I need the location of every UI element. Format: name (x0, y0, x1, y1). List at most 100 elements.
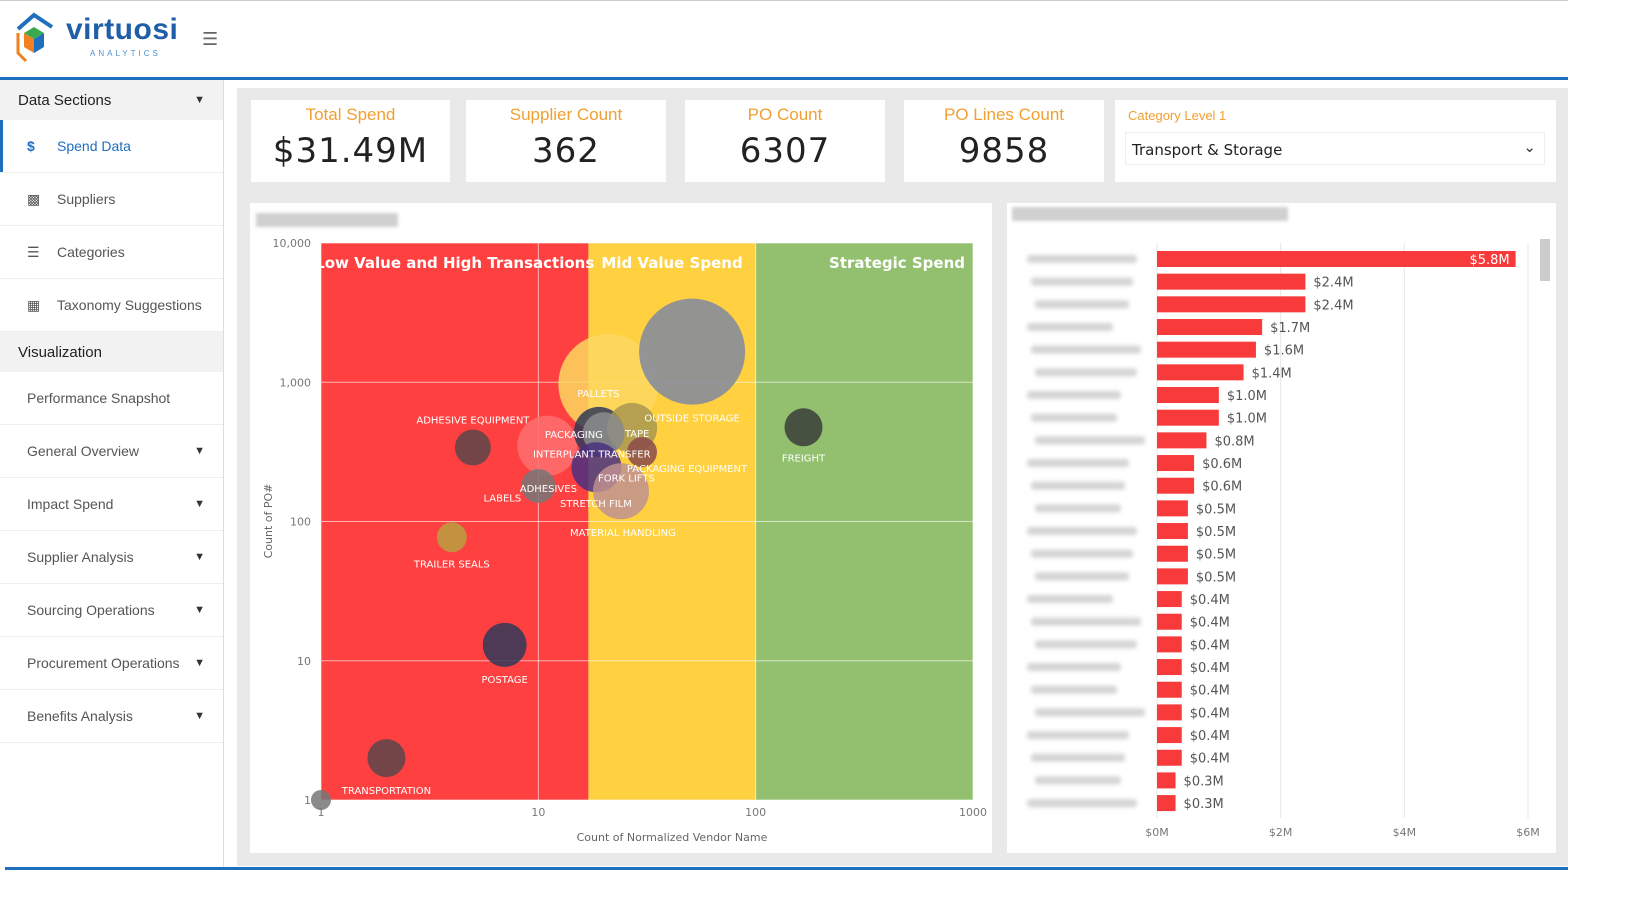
zone-label: Mid Value Spend (601, 254, 742, 272)
kpi-value: $31.49M (272, 131, 429, 171)
bubble-label: PALLETS (577, 389, 619, 400)
bubble-label: FORK LIFTS (598, 473, 655, 484)
sidebar-item-supplier-analysis[interactable]: Supplier Analysis ▼ (0, 531, 223, 584)
bar (1157, 727, 1182, 744)
bubble (517, 415, 578, 476)
category-level-1-filter: Category Level 1 Transport & Storage ⌄ (1115, 100, 1556, 182)
bar-data-label: $0.4M (1190, 661, 1230, 676)
bubble (436, 522, 467, 553)
clipboard-icon: ▦ (27, 296, 41, 313)
redacted-supplier-name (1031, 277, 1133, 286)
sidebar-item-benefits-analysis[interactable]: Benefits Analysis ▼ (0, 690, 223, 743)
bar (1157, 568, 1188, 585)
bar-data-label: $0.6M (1202, 457, 1242, 472)
bubble (592, 463, 649, 520)
redacted-supplier-name (1035, 708, 1145, 717)
bar (1157, 659, 1182, 676)
caret-down-icon: ▼ (194, 94, 205, 106)
org-chart-icon: ▩ (27, 190, 41, 207)
selected-value: Transport & Storage (1132, 141, 1283, 159)
scrollbar-thumb[interactable] (1540, 239, 1550, 281)
x-tick-label: 1 (318, 806, 325, 819)
bar-data-label: $0.8M (1214, 434, 1254, 449)
y-axis-title: Count of PO# (262, 484, 275, 559)
bubble-label: POSTAGE (482, 675, 528, 686)
redacted-supplier-name (1027, 391, 1121, 400)
bar-data-label: $0.4M (1190, 638, 1230, 653)
redacted-supplier-name (1031, 753, 1125, 762)
bar-data-label: $1.0M (1227, 412, 1267, 427)
sidebar-item-label: Performance Snapshot (27, 390, 171, 406)
bar (1157, 795, 1176, 812)
sidebar-item-label: Sourcing Operations (27, 602, 155, 618)
redacted-supplier-name (1031, 685, 1117, 694)
bar (1157, 319, 1263, 336)
bubble-label: MATERIAL HANDLING (570, 528, 676, 539)
bubble (627, 437, 658, 468)
sidebar-item-suppliers[interactable]: ▩ Suppliers (0, 173, 223, 226)
chevron-down-icon: ⌄ (1523, 138, 1536, 156)
sidebar-item-categories[interactable]: ☰ Categories (0, 226, 223, 279)
x-tick-label: $2M (1269, 826, 1293, 839)
x-axis-title: Count of Normalized Vendor Name (577, 831, 768, 844)
sidebar-item-label: Spend Data (57, 138, 131, 154)
kpi-value: 9858 (958, 131, 1050, 171)
redacted-supplier-name (1031, 413, 1117, 422)
sidebar-item-taxonomy-suggestions[interactable]: ▦ Taxonomy Suggestions (0, 279, 223, 332)
bar (1157, 296, 1306, 313)
redacted-supplier-name (1035, 368, 1137, 377)
kpi-title: PO Lines Count (943, 105, 1064, 124)
bubble-label: STRETCH FILM (560, 499, 632, 510)
hamburger-icon[interactable]: ☰ (202, 29, 219, 50)
sidebar-item-label: Taxonomy Suggestions (57, 297, 202, 313)
sidebar-item-label: Impact Spend (27, 496, 114, 512)
virtuosi-logo[interactable]: virtuosi ANALYTICS (14, 11, 184, 67)
redacted-supplier-name (1027, 595, 1113, 604)
supplier-spend-panel: $0M $2M $4M $6M $5.8M $2.4M $2.4M $1.7M $1.6M $1.… (1007, 203, 1556, 853)
kpi-value: 6307 (739, 131, 831, 171)
sidebar-item-procurement-operations[interactable]: Procurement Operations ▼ (0, 637, 223, 690)
sidebar: Data Sections ▼ $ Spend Data ▩ Suppliers ☰… (0, 80, 224, 870)
sidebar-item-impact-spend[interactable]: Impact Spend ▼ (0, 478, 223, 531)
spend-distribution-panel: 1 10 100 1,000 10,000 1 10 100 1000 Low Value and… (250, 203, 992, 853)
layers-icon: ☰ (27, 243, 40, 260)
bar-chart: $0M $2M $4M $6M$5.8M$2.4M$2.4M$1.7M$1.6M$1.… (1027, 243, 1540, 839)
bar (1157, 681, 1182, 698)
bar-data-label: $2.4M (1313, 298, 1353, 313)
redacted-supplier-name (1031, 617, 1141, 626)
sidebar-item-spend-data[interactable]: $ Spend Data (0, 120, 223, 173)
bar (1157, 636, 1182, 653)
data-sections-header[interactable]: Data Sections ▼ (0, 80, 223, 120)
cube-logo-icon (16, 12, 54, 63)
bottom-accent-line (5, 867, 1568, 870)
category-level-1-select[interactable]: Transport & Storage ⌄ (1125, 132, 1545, 165)
bar-data-label: $0.5M (1196, 525, 1236, 540)
sidebar-item-general-overview[interactable]: General Overview ▼ (0, 425, 223, 478)
bubble (311, 790, 331, 810)
bar-data-label: $1.4M (1252, 366, 1292, 381)
redacted-supplier-name (1027, 323, 1113, 332)
bar-data-label: $2.4M (1313, 276, 1353, 291)
bar (1157, 591, 1182, 608)
redacted-supplier-name (1027, 663, 1121, 672)
bar-data-label: $0.4M (1190, 729, 1230, 744)
y-tick-label: 10,000 (273, 237, 312, 250)
sidebar-item-sourcing-operations[interactable]: Sourcing Operations ▼ (0, 584, 223, 637)
redacted-supplier-name (1035, 300, 1129, 309)
bar-data-label: $0.4M (1190, 752, 1230, 767)
bar (1157, 523, 1188, 540)
zone-label: Low Value and High Transactions (315, 254, 594, 272)
sidebar-item-performance-snapshot[interactable]: Performance Snapshot (0, 372, 223, 425)
redacted-supplier-name (1027, 255, 1137, 263)
bar-data-label: $0.5M (1196, 502, 1236, 517)
y-tick-label: 1 (304, 794, 311, 807)
bubble-label: LABELS (483, 494, 521, 505)
visualization-label: Visualization (18, 343, 102, 361)
bubble-label: TRAILER SEALS (413, 559, 490, 570)
logo-subtext: ANALYTICS (90, 49, 161, 58)
bubble-label: PACKAGING EQUIPMENT (627, 464, 748, 475)
redacted-title (256, 213, 398, 227)
bar-data-label: $0.5M (1196, 570, 1236, 585)
x-tick-label: $4M (1393, 826, 1417, 839)
data-sections-label: Data Sections (18, 91, 112, 109)
